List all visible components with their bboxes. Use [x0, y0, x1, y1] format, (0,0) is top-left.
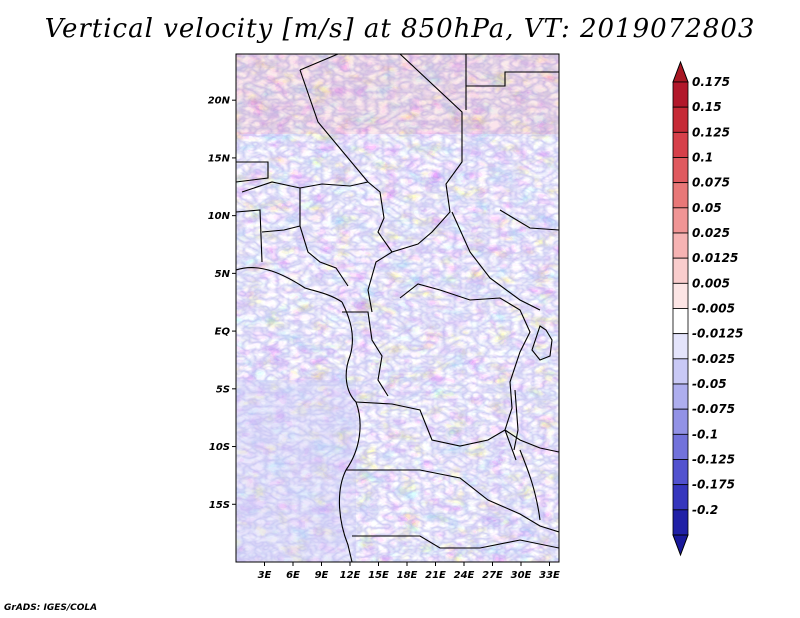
colorbar-swatch [672, 157, 689, 184]
lon-tick-label: 18E [397, 570, 418, 581]
colorbar-label: 0.1 [692, 151, 713, 165]
lon-tick: 27E [482, 562, 503, 581]
lat-tick-label: 15S [209, 500, 230, 511]
lat-tick-label: 5S [216, 384, 230, 395]
lon-tick: 15E [368, 562, 389, 581]
lon-tick-label: 24E [454, 570, 475, 581]
longitude-axis: 3E 6E 9E 12E 15E 18E 21E 24E 27E 30E 33E [258, 562, 560, 581]
lat-tick: 10S [209, 442, 236, 453]
colorbar-label: 0.05 [692, 201, 722, 215]
colorbar-label: 0.15 [692, 100, 722, 114]
lon-tick: 9E [315, 562, 329, 581]
colorbar-swatch [672, 408, 689, 435]
lon-tick-label: 9E [315, 570, 329, 581]
colorbar-label: 0.005 [692, 276, 730, 290]
colorbar-label: -0.005 [692, 302, 735, 316]
colorbar-swatch [672, 182, 689, 209]
lon-tick-label: 21E [425, 570, 446, 581]
colorbar-swatch [672, 484, 689, 511]
map-frame [235, 53, 560, 563]
lon-tick: 21E [425, 562, 446, 581]
lon-tick: 18E [397, 562, 418, 581]
velocity-field-map [236, 54, 559, 562]
colorbar-label: -0.175 [692, 478, 735, 492]
colorbar-swatch [672, 131, 689, 158]
lat-tick-label: 5N [215, 269, 231, 280]
latitude-axis: 20N 15N 10N 5N EQ 5S 10S 15S [208, 96, 236, 511]
country-borders [236, 54, 559, 562]
lat-tick-label: EQ [215, 327, 231, 338]
lon-tick: 30E [511, 562, 532, 581]
lat-tick: EQ [215, 327, 236, 338]
colorbar-label: -0.025 [692, 352, 735, 366]
colorbar-label: -0.2 [692, 503, 718, 517]
colorbar-top-arrow [672, 60, 689, 83]
colorbar-swatch [672, 81, 689, 108]
lon-tick-label: 12E [340, 570, 361, 581]
colorbar-label: -0.0125 [692, 327, 743, 341]
lat-tick: 15S [209, 500, 236, 511]
colorbar-label: -0.05 [692, 377, 727, 391]
lat-tick-label: 20N [208, 96, 231, 107]
lat-tick: 5N [215, 269, 236, 280]
colorbar-bottom-arrow [672, 534, 689, 557]
colorbar-label: -0.075 [692, 402, 735, 416]
colorbar-swatch [672, 106, 689, 133]
lon-tick: 12E [340, 562, 361, 581]
lat-tick: 15N [208, 153, 236, 164]
colorbar-swatch [672, 207, 689, 234]
colorbar-swatch [672, 257, 689, 284]
colorbar: 0.175 0.15 0.125 0.1 0.075 0.05 0.025 0.0125 0.0… [672, 60, 743, 557]
lat-tick: 10N [208, 211, 236, 222]
colorbar-label: -0.1 [692, 427, 718, 441]
colorbar-swatch [672, 383, 689, 410]
lon-tick-label: 3E [258, 570, 272, 581]
footer-credit: GrADS: IGES/COLA [4, 603, 98, 613]
colorbar-label: -0.125 [692, 453, 735, 467]
colorbar-swatch [672, 459, 689, 486]
colorbar-label: 0.075 [692, 176, 730, 190]
lon-tick-label: 33E [539, 570, 560, 581]
colorbar-swatch [672, 358, 689, 385]
lat-tick-label: 10S [209, 442, 230, 453]
colorbar-swatch [672, 232, 689, 259]
lat-tick: 5S [216, 384, 236, 395]
colorbar-swatch [672, 308, 689, 335]
lon-tick: 33E [539, 562, 560, 581]
lon-tick: 6E [286, 562, 300, 581]
colorbar-label: 0.0125 [692, 251, 738, 265]
colorbar-swatch [672, 333, 689, 360]
lon-tick-label: 27E [482, 570, 503, 581]
lat-tick-label: 10N [208, 211, 231, 222]
lat-tick: 20N [208, 96, 236, 107]
lon-tick-label: 15E [368, 570, 389, 581]
lon-tick-label: 6E [286, 570, 300, 581]
colorbar-swatch [672, 509, 689, 536]
colorbar-label: 0.125 [692, 125, 730, 139]
colorbar-swatch [672, 433, 689, 460]
lon-tick: 3E [258, 562, 272, 581]
lat-tick-label: 15N [208, 153, 231, 164]
map-title: Vertical velocity [m/s] at 850hPa, VT: 2… [44, 14, 756, 44]
colorbar-label: 0.025 [692, 226, 730, 240]
colorbar-label: 0.175 [692, 75, 730, 89]
colorbar-swatch [672, 282, 689, 309]
lon-tick-label: 30E [511, 570, 532, 581]
lon-tick: 24E [454, 562, 475, 581]
